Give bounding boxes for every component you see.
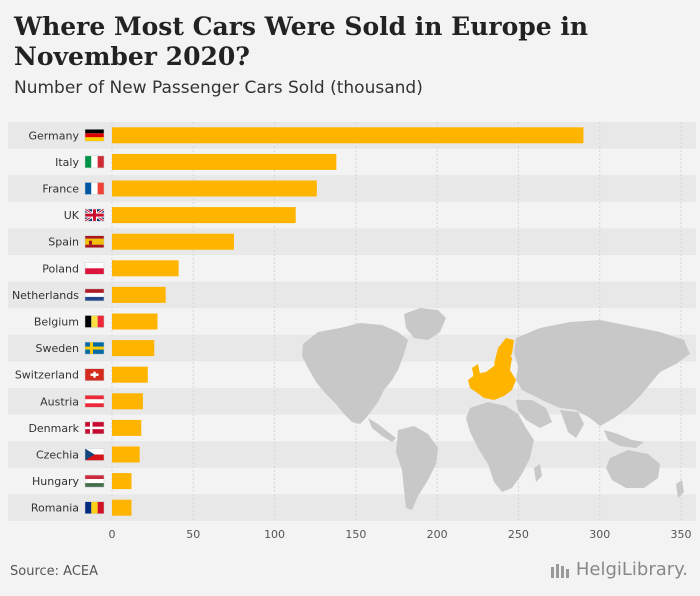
category-label: Czechia: [36, 449, 79, 462]
bar-sweden: [112, 340, 155, 357]
flag-belgium-icon: [84, 315, 105, 328]
row-stripe: [8, 441, 696, 468]
category-label: Romania: [31, 502, 79, 515]
category-label: Netherlands: [12, 289, 79, 302]
library-icon: [550, 563, 569, 578]
row-stripe: [8, 494, 696, 521]
x-tick-label: 300: [589, 528, 610, 541]
category-label: Austria: [40, 395, 79, 408]
brand-logo: HelgiLibrary.: [550, 559, 688, 580]
bar-france: [112, 180, 317, 197]
map-uk-island: [472, 364, 480, 378]
flag-france-icon: [84, 182, 105, 195]
category-label: Germany: [28, 129, 79, 142]
flag-sweden-icon: [84, 341, 105, 355]
category-label: Belgium: [34, 316, 79, 329]
chart-title: Where Most Cars Were Sold in Europe in N…: [14, 12, 589, 71]
map-new-zealand: [676, 480, 684, 498]
bar-austria: [112, 393, 143, 410]
category-label: Switzerland: [15, 369, 79, 382]
bar-uk: [112, 207, 296, 224]
bar-czechia: [112, 446, 140, 463]
bar-netherlands: [112, 286, 166, 303]
map-greenland: [404, 308, 446, 340]
map-india: [560, 410, 584, 438]
flag-poland-icon: [84, 262, 105, 275]
bar-spain: [112, 233, 234, 250]
category-label: France: [42, 183, 79, 196]
flag-spain-icon: [84, 235, 105, 248]
map-north-america: [302, 323, 408, 424]
flag-romania-icon: [84, 501, 105, 514]
bar-belgium: [112, 313, 158, 330]
brand-name: HelgiLibrary.: [575, 559, 688, 580]
map-southeast-asia: [604, 430, 644, 448]
bar-germany: [112, 127, 584, 144]
flag-uk-icon: [84, 208, 105, 223]
bar-switzerland: [112, 366, 148, 383]
flag-switzerland-icon: [84, 368, 105, 381]
flag-italy-icon: [84, 155, 105, 169]
row-stripe: [8, 175, 696, 202]
category-label: Spain: [48, 236, 79, 249]
category-label: Hungary: [32, 475, 79, 488]
source-note: Source: ACEA: [10, 564, 99, 579]
map-australia: [606, 450, 660, 488]
bar-italy: [112, 153, 337, 170]
x-tick-label: 100: [264, 528, 285, 541]
x-tick-label: 150: [345, 528, 366, 541]
bar-poland: [112, 260, 179, 277]
bar-denmark: [112, 419, 142, 436]
bar-hungary: [112, 473, 132, 490]
flag-austria-icon: [84, 395, 105, 408]
flag-netherlands-icon: [84, 288, 105, 302]
category-label: Denmark: [28, 422, 79, 435]
map-asia: [514, 320, 690, 426]
map-middle-east: [516, 400, 552, 428]
map-central-america: [368, 418, 396, 442]
map-europe: [468, 350, 516, 400]
bar-chart: Germany Italy France UK Spain Poland Netherlan…: [8, 122, 696, 541]
map-scandinavia: [494, 338, 514, 364]
category-label: Poland: [42, 262, 79, 275]
x-tick-label: 350: [671, 528, 692, 541]
world-map: [302, 308, 690, 510]
bar-romania: [112, 499, 132, 516]
x-tick-label: 50: [186, 528, 200, 541]
row-stripe: [8, 228, 696, 255]
flag-denmark-icon: [84, 421, 105, 435]
flag-hungary-icon: [84, 474, 105, 488]
map-africa: [466, 402, 534, 492]
flag-germany-icon: [84, 129, 105, 142]
x-tick-label: 250: [508, 528, 529, 541]
x-tick-label: 0: [109, 528, 116, 541]
x-tick-label: 200: [427, 528, 448, 541]
map-madagascar: [534, 464, 542, 482]
flag-czechia-icon: [84, 448, 105, 461]
category-label: UK: [64, 209, 80, 222]
map-south-america: [396, 426, 438, 510]
category-label: Italy: [55, 156, 79, 169]
row-stripe: [8, 281, 696, 309]
chart-subtitle: Number of New Passenger Cars Sold (thous…: [14, 78, 423, 98]
category-label: Sweden: [36, 342, 79, 355]
